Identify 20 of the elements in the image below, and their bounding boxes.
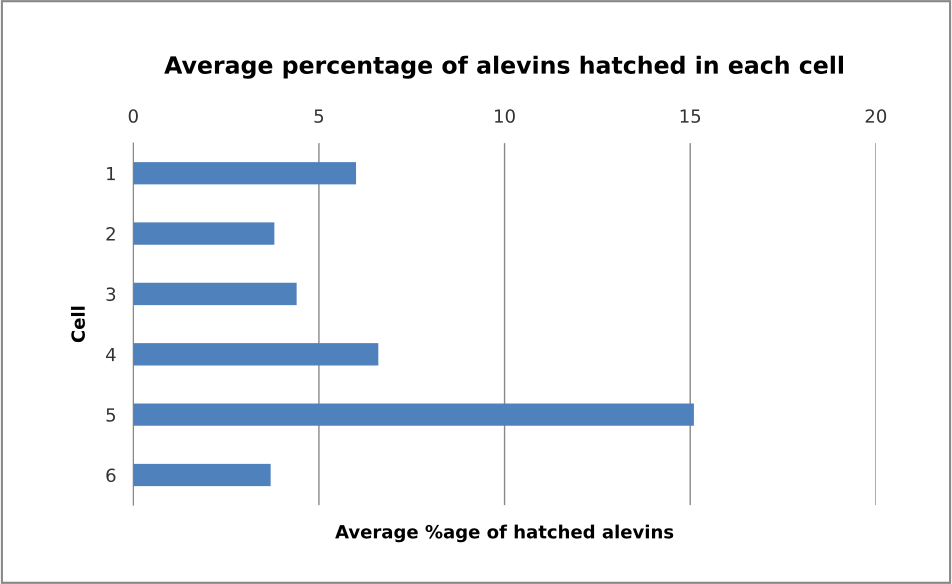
x-tick-label: 20 (866, 109, 886, 123)
y-tick-label: 6 (106, 468, 116, 482)
y-tick-label: 4 (106, 348, 116, 362)
x-axis-title: Average %age of hatched alevins (335, 524, 674, 542)
x-tick-label: 15 (680, 109, 700, 123)
y-tick-label: 3 (106, 287, 116, 302)
bar (133, 464, 271, 486)
bar (133, 343, 378, 366)
x-tick-label: 0 (128, 109, 138, 123)
x-tick-label: 10 (495, 109, 515, 123)
bar (133, 162, 356, 184)
y-tick-label: 5 (106, 408, 116, 422)
bar (133, 222, 274, 245)
y-axis-title: Cell (70, 306, 85, 342)
y-tick-label: 1 (107, 166, 115, 180)
chart-title: Average percentage of alevins hatched in each cell (164, 56, 843, 79)
bar (133, 403, 694, 426)
y-tick-label: 2 (106, 227, 115, 240)
x-tick-label: 5 (314, 109, 324, 123)
bar (133, 282, 297, 306)
